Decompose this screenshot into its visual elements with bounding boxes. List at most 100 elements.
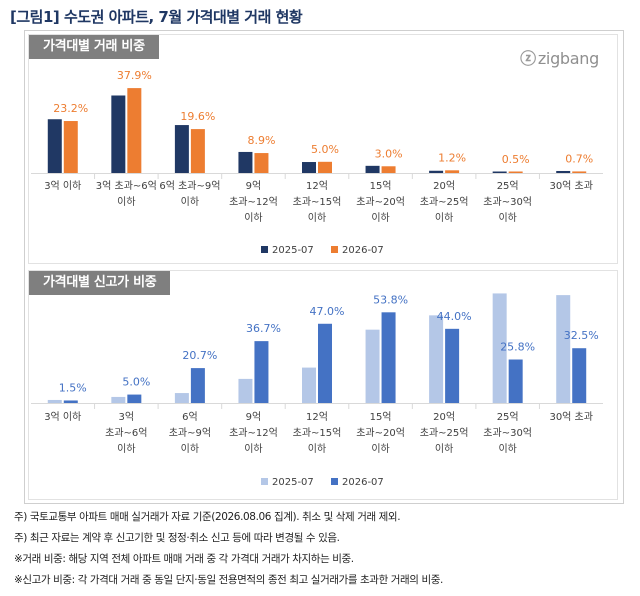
category-label: 이하 <box>181 195 199 208</box>
footnote: ※신고가 비중: 각 가격대 거래 중 동일 단지·동일 전용면적의 종전 최고… <box>14 574 443 586</box>
legend-label: 2025-07 <box>272 477 314 488</box>
bar-2026-07-7 <box>508 171 523 173</box>
category-label: 이하 <box>308 211 326 224</box>
category-label: 초과~20억 <box>356 196 405 208</box>
category-label: 9억 <box>246 411 262 423</box>
legend-label: 2026-07 <box>342 245 384 256</box>
bar-2025-07-6 <box>429 170 444 173</box>
zigbang-logo: ⓩ zigbang <box>520 45 599 69</box>
bar-2026-07-1 <box>127 394 142 403</box>
data-label: 19.6% <box>180 110 215 123</box>
category-label: 15억 <box>370 411 392 423</box>
data-label: 1.2% <box>438 151 466 164</box>
category-label: 3억 이하 <box>44 410 81 423</box>
bar-2026-07-4 <box>318 161 332 173</box>
footnote: ※거래 비중: 해당 지역 전체 아파트 매매 거래 중 각 가격대 거래가 차… <box>14 553 354 565</box>
bar-2025-07-7 <box>492 171 507 173</box>
bar-2026-07-3 <box>254 153 269 173</box>
bar-2026-07-5 <box>381 166 396 173</box>
bar-2025-07-7 <box>492 293 507 403</box>
chart-legend: 2025-07 2026-07 <box>261 245 384 256</box>
category-label: 이하 <box>371 442 389 455</box>
category-label: 3억 초과~6억 <box>96 180 157 192</box>
bar-2026-07-0 <box>63 121 78 173</box>
bar-2025-07-8 <box>556 295 571 403</box>
bar-2026-07-0 <box>63 400 78 403</box>
category-label: 이하 <box>435 211 453 224</box>
data-label: 32.5% <box>564 329 599 342</box>
category-label: 초과~25억 <box>420 196 469 208</box>
bar-2026-07-8 <box>572 348 587 403</box>
data-label: 3.0% <box>375 147 403 160</box>
bar-2025-07-4 <box>302 162 316 173</box>
category-label: 3억 이하 <box>44 179 81 192</box>
data-label: 5.0% <box>311 143 339 156</box>
data-label: 23.2% <box>53 102 88 115</box>
bar-2025-07-5 <box>365 329 380 403</box>
bar-2025-07-1 <box>111 95 126 173</box>
category-label: 초과~15억 <box>293 196 342 208</box>
category-label: 9억 <box>246 180 262 192</box>
chart-legend: 2025-07 2026-07 <box>261 477 384 488</box>
category-label: 초과~12억 <box>229 427 278 439</box>
data-label: 36.7% <box>246 322 281 335</box>
bar-2026-07-2 <box>190 129 205 173</box>
zigbang-logo-text: zigbang <box>537 49 599 68</box>
zigbang-logo-icon: ⓩ <box>520 49 536 68</box>
bar-2026-07-8 <box>572 171 587 173</box>
bar-2026-07-1 <box>127 88 142 173</box>
category-label: 이하 <box>117 195 135 208</box>
category-label: 이하 <box>435 442 453 455</box>
footnote: 주) 국토교통부 아파트 매매 실거래가 자료 기준(2026.08.06 집계… <box>14 511 401 523</box>
bar-2025-07-6 <box>429 315 444 403</box>
data-label: 0.7% <box>565 152 593 165</box>
category-label: 초과~9억 <box>169 427 211 439</box>
category-label: 초과~30억 <box>483 196 532 208</box>
bar-2026-07-4 <box>318 323 332 403</box>
trade-share-panel-title: 가격대별 거래 비중 <box>29 35 159 59</box>
category-label: 이하 <box>498 442 516 455</box>
page-title: [그림1] 수도권 아파트, 7월 가격대별 거래 현황 <box>10 8 303 26</box>
data-label: 47.0% <box>310 305 345 318</box>
data-label: 20.7% <box>182 349 217 362</box>
bar-2025-07-1 <box>111 396 126 403</box>
category-label: 이하 <box>371 211 389 224</box>
bar-2025-07-3 <box>238 378 253 403</box>
data-label: 1.5% <box>59 381 87 394</box>
bar-2025-07-0 <box>47 119 62 173</box>
data-label: 44.0% <box>437 310 472 323</box>
category-label: 30억 초과 <box>549 180 593 192</box>
category-label: 이하 <box>498 211 516 224</box>
record-share-panel-title: 가격대별 신고가 비중 <box>29 271 171 295</box>
legend-swatch <box>261 246 268 253</box>
category-label: 초과~25억 <box>420 427 469 439</box>
data-label: 25.8% <box>500 341 535 354</box>
category-label: 15억 <box>370 180 392 192</box>
bar-2026-07-7 <box>508 359 523 403</box>
category-label: 이하 <box>244 442 262 455</box>
category-label: 초과~15억 <box>293 427 342 439</box>
data-label: 0.5% <box>502 153 530 166</box>
bar-2025-07-5 <box>365 165 380 173</box>
category-label: 이하 <box>181 442 199 455</box>
data-label: 53.8% <box>373 293 408 306</box>
category-label: 25억 <box>497 180 519 192</box>
bar-2025-07-2 <box>174 125 189 173</box>
category-label: 초과~6억 <box>105 427 147 439</box>
bar-2025-07-3 <box>238 151 253 173</box>
category-label: 6억 초과~9억 <box>159 180 220 192</box>
legend-label: 2025-07 <box>272 245 314 256</box>
legend-swatch <box>261 478 268 485</box>
bar-2025-07-2 <box>174 393 189 403</box>
category-label: 이하 <box>244 211 262 224</box>
legend-swatch <box>331 246 338 253</box>
legend-swatch <box>331 478 338 485</box>
category-label: 초과~30억 <box>483 427 532 439</box>
category-label: 12억 <box>306 180 328 192</box>
bar-2026-07-5 <box>381 312 396 403</box>
category-label: 초과~20억 <box>356 427 405 439</box>
bar-2026-07-6 <box>445 170 460 173</box>
record-share-panel: 가격대별 신고가 비중 1.5% 3억 이하 5.0% 3억 초과~6억 이하 20.7% 6… <box>28 270 618 500</box>
